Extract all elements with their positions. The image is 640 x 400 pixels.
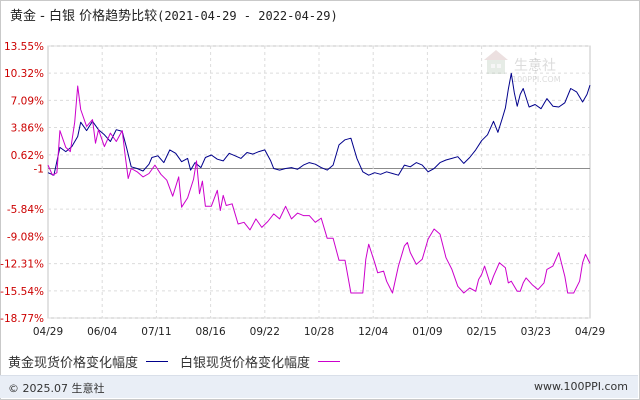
y-tick-label: 0.62% — [11, 150, 44, 162]
footer-copyright: © 2025.07 生意社 — [8, 382, 105, 395]
legend-swatch-silver — [318, 361, 341, 362]
x-tick-label: 04/29 — [33, 326, 63, 338]
x-tick-label: 04/29 — [575, 326, 605, 338]
x-tick-label: 10/28 — [304, 326, 334, 338]
x-tick-label: 01/09 — [412, 326, 442, 338]
title-date-range: (2021-04-29 - 2022-04-29) — [157, 9, 338, 23]
x-tick-label: 08/16 — [195, 326, 226, 338]
grid-layer — [47, 45, 591, 319]
x-tick-label: 07/11 — [141, 326, 171, 338]
y-tick-label: 7.09% — [11, 95, 44, 107]
series-line-gold — [47, 72, 591, 176]
watermark-logo: 生意社 100PPI.COM — [484, 50, 561, 84]
y-tick-label: -5.84% — [7, 204, 44, 216]
x-tick-labels: 04/29 06/04 07/11 08/16 09/22 10/28 12/04 01/09… — [33, 326, 605, 338]
title-text: 黄金 - 白银 价格趋势比较 — [10, 9, 158, 24]
y-tick-label: -9.08% — [7, 231, 44, 243]
x-tick-label: 03/23 — [521, 326, 551, 338]
y-tick-label: -15.54% — [0, 286, 44, 298]
legend-swatch-gold — [146, 361, 169, 362]
legend-label-silver: 白银现货价格变化幅度 — [180, 356, 311, 371]
watermark-url: 100PPI.COM — [512, 75, 561, 84]
series-layer — [47, 72, 591, 294]
legend-label-gold: 黄金现货价格变化幅度 — [8, 356, 139, 371]
footer-site-link[interactable]: www.100PPI.com — [534, 380, 628, 393]
y-tick-label: 13.55% — [4, 41, 44, 53]
x-tick-label: 12/04 — [358, 326, 389, 338]
y-tick-label: -1 — [34, 163, 44, 175]
footer-bar: © 2025.07 生意社 www.100PPI.com — [0, 375, 638, 398]
legend: 黄金现货价格变化幅度 白银现货价格变化幅度 — [8, 352, 352, 371]
x-tick-label: 02/15 — [466, 326, 496, 338]
x-tick-label: 06/04 — [87, 326, 118, 338]
house-icon — [484, 50, 508, 74]
y-tick-label: -12.31% — [0, 259, 44, 271]
plot-area — [47, 45, 591, 319]
watermark-brand: 生意社 — [514, 57, 556, 74]
y-tick-label: 10.32% — [4, 68, 44, 80]
y-tick-label: 3.86% — [11, 123, 44, 135]
series-line-silver — [47, 85, 591, 294]
x-tick-label: 09/22 — [250, 326, 280, 338]
y-tick-labels: 13.55% 10.32% 7.09% 3.86% 0.62%-1 -5.84% -9.08… — [0, 41, 44, 325]
y-tick-label: -18.77% — [0, 313, 44, 325]
chart-title: 黄金 - 白银 价格趋势比较(2021-04-29 - 2022-04-29) — [10, 5, 338, 24]
